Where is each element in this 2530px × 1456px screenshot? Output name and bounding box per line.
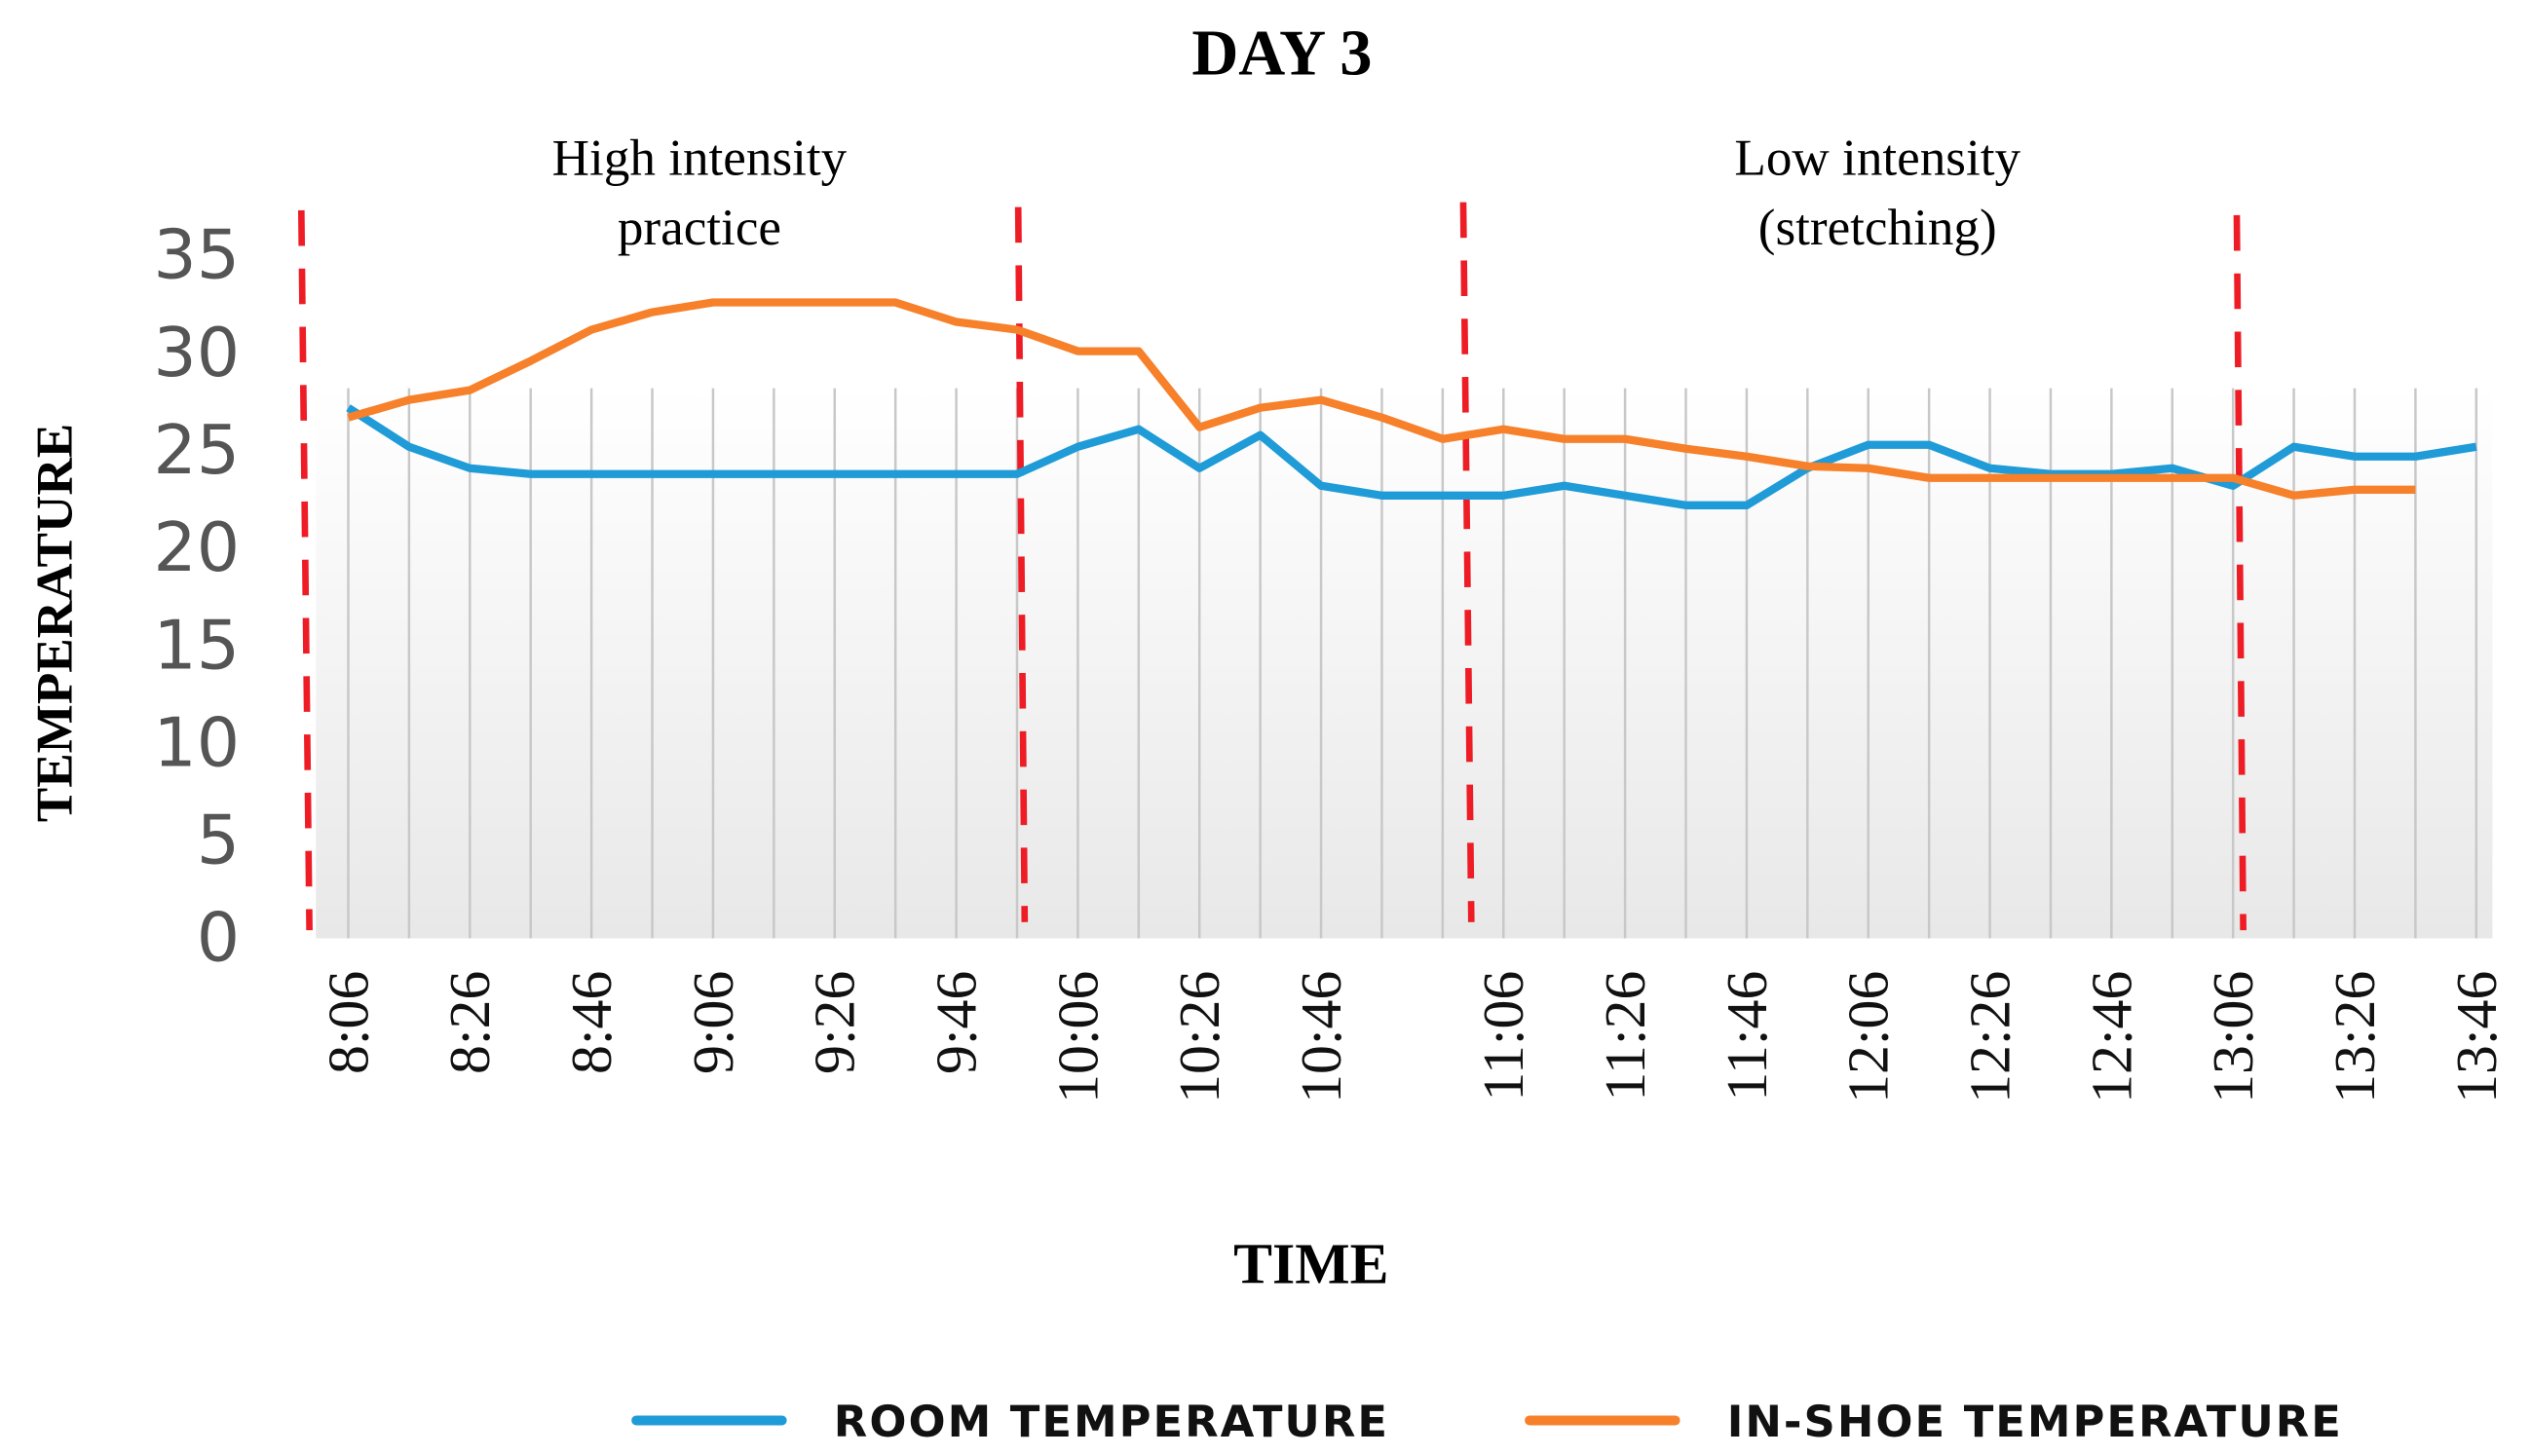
annotation: (stretching): [1758, 200, 1997, 256]
x-tick-label: 8:06: [316, 971, 380, 1074]
x-tick-label: 9:26: [803, 971, 867, 1074]
annotation: practice: [618, 200, 781, 256]
annotation: Low intensity: [1734, 130, 2020, 186]
chart-title: DAY 3: [1191, 18, 1372, 89]
y-tick-label: 0: [197, 899, 240, 978]
x-tick-label: 8:46: [559, 971, 623, 1074]
y-tick-label: 10: [153, 703, 240, 782]
x-tick-label: 13:06: [2201, 971, 2265, 1103]
y-tick-label: 15: [153, 606, 240, 685]
x-tick-label: 13:26: [2322, 971, 2387, 1103]
x-tick-label: 8:26: [437, 971, 502, 1074]
x-tick-label: 9:06: [681, 971, 745, 1074]
phase-divider: [297, 209, 313, 931]
x-tick-label: 10:26: [1167, 971, 1231, 1103]
y-tick-label: 25: [153, 411, 240, 490]
x-tick-label: 10:06: [1045, 971, 1110, 1103]
x-tick-label: 11:46: [1715, 971, 1779, 1101]
y-tick-label: 30: [153, 314, 240, 392]
phase-divider: [2233, 214, 2247, 931]
annotation: High intensity: [552, 130, 848, 186]
x-tick-label: 12:46: [2079, 971, 2143, 1103]
y-tick-label: 20: [153, 508, 240, 587]
x-tick-label: 10:46: [1289, 971, 1353, 1103]
y-axis-label: TEMPERATURE: [26, 424, 83, 822]
x-tick-label: 11:06: [1471, 971, 1535, 1101]
x-tick-label: 12:26: [1957, 971, 2021, 1103]
phase-divider: [1459, 202, 1475, 922]
series-line: [346, 404, 2477, 509]
x-axis-label: TIME: [1233, 1231, 1388, 1295]
x-tick-label: 12:06: [1836, 971, 1901, 1103]
legend-label: IN-SHOE TEMPERATURE: [1727, 1396, 2343, 1447]
x-tick-label: 9:46: [925, 971, 989, 1074]
y-tick-label: 35: [153, 216, 240, 295]
y-tick-label: 5: [197, 802, 240, 880]
series-line: [347, 298, 2416, 500]
x-tick-label: 11:26: [1593, 971, 1657, 1101]
legend-label: ROOM TEMPERATURE: [834, 1396, 1389, 1447]
x-tick-label: 13:46: [2444, 971, 2509, 1103]
